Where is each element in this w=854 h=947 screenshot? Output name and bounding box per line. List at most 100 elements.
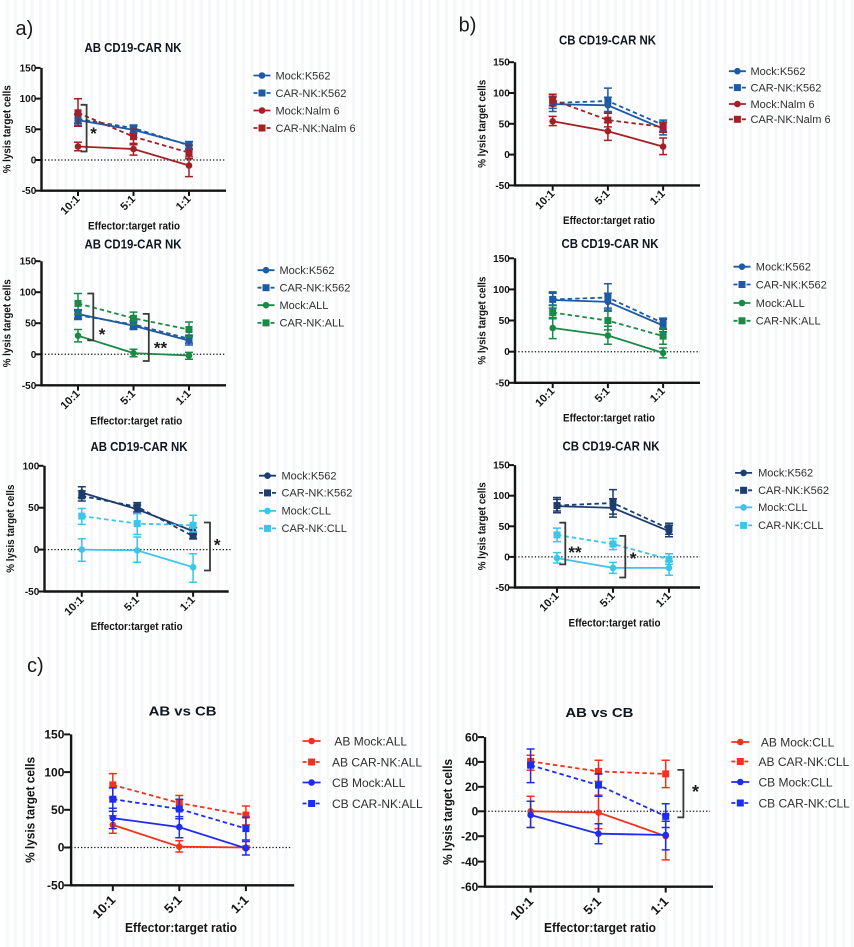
- svg-text:100: 100: [493, 89, 510, 100]
- svg-text:150: 150: [493, 58, 510, 69]
- svg-text:5:1: 5:1: [118, 388, 138, 408]
- svg-text:*: *: [692, 782, 699, 802]
- svg-text:Mock:ALL: Mock:ALL: [280, 300, 329, 312]
- svg-text:CB Mock:ALL: CB Mock:ALL: [332, 776, 406, 790]
- svg-text:10:1: 10:1: [533, 188, 557, 212]
- svg-text:0: 0: [31, 350, 37, 361]
- svg-text:5:1: 5:1: [161, 892, 185, 916]
- svg-text:0: 0: [58, 841, 65, 855]
- svg-text:150: 150: [20, 257, 37, 268]
- svg-text:*: *: [630, 549, 637, 568]
- svg-text:AB Mock:CLL: AB Mock:CLL: [759, 735, 835, 749]
- svg-text:10:1: 10:1: [59, 193, 83, 217]
- svg-text:Effector:target ratio: Effector:target ratio: [88, 221, 180, 233]
- svg-text:1:1: 1:1: [648, 188, 668, 208]
- svg-text:CB Mock:CLL: CB Mock:CLL: [759, 775, 833, 789]
- svg-text:b): b): [459, 15, 477, 37]
- svg-text:Mock:CLL: Mock:CLL: [282, 506, 332, 518]
- svg-text:150: 150: [493, 254, 510, 265]
- svg-text:CB CD19-CAR NK: CB CD19-CAR NK: [562, 236, 660, 251]
- svg-text:Mock:Nalm 6: Mock:Nalm 6: [276, 105, 340, 117]
- svg-text:AB CD19-CAR NK: AB CD19-CAR NK: [85, 40, 183, 55]
- svg-text:10:1: 10:1: [89, 892, 118, 921]
- svg-text:CB CD19-CAR NK: CB CD19-CAR NK: [563, 439, 661, 454]
- svg-text:CAR-NK:K562: CAR-NK:K562: [282, 488, 353, 500]
- svg-text:% lysis target cells: % lysis target cells: [23, 757, 38, 863]
- svg-text:10:1: 10:1: [507, 894, 536, 923]
- svg-text:-50: -50: [495, 583, 510, 594]
- svg-text:100: 100: [20, 94, 37, 105]
- svg-text:*: *: [90, 124, 97, 143]
- svg-text:CB CD19-CAR NK: CB CD19-CAR NK: [559, 33, 657, 48]
- svg-text:% lysis target cells: % lysis target cells: [477, 482, 489, 570]
- svg-text:Effector:target ratio: Effector:target ratio: [90, 416, 182, 428]
- svg-text:5:1: 5:1: [593, 385, 613, 405]
- svg-text:CAR-NK:K562: CAR-NK:K562: [276, 88, 347, 100]
- svg-text:-50: -50: [22, 186, 37, 197]
- svg-text:-40: -40: [461, 855, 479, 869]
- svg-text:50: 50: [25, 125, 37, 136]
- svg-text:CAR-NK:ALL: CAR-NK:ALL: [280, 318, 345, 330]
- svg-text:CAR-NK:CLL: CAR-NK:CLL: [758, 520, 823, 532]
- svg-text:CAR-NK:K562: CAR-NK:K562: [280, 283, 351, 295]
- svg-text:% lysis target cells: % lysis target cells: [477, 80, 489, 168]
- svg-text:CAR-NK:K562: CAR-NK:K562: [756, 279, 827, 291]
- svg-text:Mock:K562: Mock:K562: [751, 66, 806, 78]
- svg-text:CAR-NK:K562: CAR-NK:K562: [758, 485, 829, 497]
- svg-text:0: 0: [34, 545, 40, 556]
- svg-text:150: 150: [44, 728, 64, 742]
- svg-text:100: 100: [20, 288, 37, 299]
- svg-text:10:1: 10:1: [62, 594, 86, 618]
- svg-text:CAR-NK:K562: CAR-NK:K562: [751, 82, 822, 94]
- svg-text:CAR-NK:ALL: CAR-NK:ALL: [756, 316, 821, 328]
- svg-text:5:1: 5:1: [118, 193, 138, 213]
- svg-text:10:1: 10:1: [59, 388, 83, 412]
- svg-text:5:1: 5:1: [580, 894, 604, 918]
- svg-text:Mock:K562: Mock:K562: [276, 70, 331, 82]
- svg-text:-50: -50: [22, 381, 37, 392]
- svg-text:Effector:target ratio: Effector:target ratio: [125, 920, 237, 935]
- svg-text:5:1: 5:1: [598, 590, 618, 610]
- svg-text:50: 50: [28, 503, 40, 514]
- svg-text:50: 50: [499, 119, 511, 130]
- svg-text:AB CD19-CAR NK: AB CD19-CAR NK: [91, 439, 189, 454]
- svg-text:20: 20: [465, 780, 479, 794]
- svg-text:0: 0: [504, 347, 510, 358]
- svg-text:Mock:K562: Mock:K562: [280, 265, 335, 277]
- svg-text:60: 60: [465, 730, 479, 744]
- svg-text:CAR-NK:Nalm 6: CAR-NK:Nalm 6: [276, 123, 356, 135]
- svg-text:10:1: 10:1: [533, 385, 557, 409]
- svg-text:1:1: 1:1: [228, 892, 252, 916]
- svg-text:50: 50: [51, 803, 65, 817]
- svg-text:1:1: 1:1: [648, 385, 668, 405]
- svg-text:1:1: 1:1: [647, 894, 671, 918]
- svg-text:Effector:target ratio: Effector:target ratio: [91, 621, 183, 633]
- svg-text:-50: -50: [495, 378, 510, 389]
- svg-text:150: 150: [20, 63, 37, 74]
- svg-text:Mock:K562: Mock:K562: [758, 468, 813, 480]
- svg-text:10:1: 10:1: [538, 590, 562, 614]
- svg-text:40: 40: [465, 755, 479, 769]
- svg-text:0: 0: [472, 805, 479, 819]
- svg-text:AB CD19-CAR NK: AB CD19-CAR NK: [85, 237, 183, 252]
- svg-text:*: *: [214, 535, 221, 554]
- svg-text:% lysis target cells: % lysis target cells: [2, 85, 14, 173]
- svg-text:-50: -50: [47, 879, 65, 893]
- svg-text:-60: -60: [461, 880, 479, 894]
- svg-text:% lysis target cells: % lysis target cells: [477, 277, 489, 365]
- svg-text:a): a): [16, 18, 34, 40]
- svg-text:Effector:target ratio: Effector:target ratio: [563, 215, 655, 227]
- svg-text:Effector:target ratio: Effector:target ratio: [569, 618, 661, 630]
- svg-text:Effector:target ratio: Effector:target ratio: [544, 920, 656, 935]
- svg-text:c): c): [27, 655, 44, 677]
- svg-text:**: **: [154, 339, 168, 358]
- svg-text:0: 0: [504, 552, 510, 563]
- svg-text:150: 150: [493, 461, 510, 472]
- svg-text:Mock:ALL: Mock:ALL: [756, 298, 805, 310]
- svg-text:Mock:Nalm 6: Mock:Nalm 6: [751, 99, 815, 111]
- svg-text:CAR-NK:Nalm 6: CAR-NK:Nalm 6: [751, 114, 831, 126]
- svg-text:100: 100: [493, 285, 510, 296]
- svg-text:Mock:K562: Mock:K562: [282, 471, 337, 483]
- svg-text:1:1: 1:1: [174, 388, 194, 408]
- svg-text:1:1: 1:1: [174, 193, 194, 213]
